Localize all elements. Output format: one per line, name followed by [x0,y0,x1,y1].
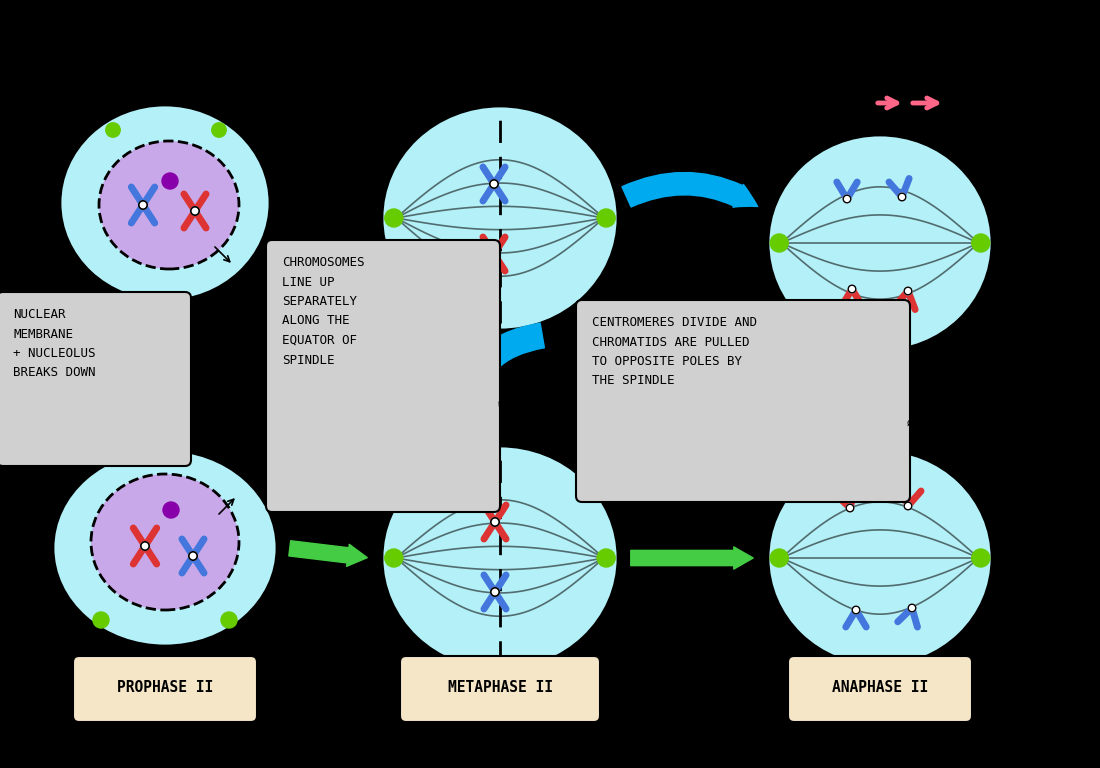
Circle shape [770,234,789,252]
FancyArrowPatch shape [289,541,367,566]
Text: CENTROMERES DIVIDE AND
CHROMATIDS ARE PULLED
TO OPPOSITE POLES BY
THE SPINDLE: CENTROMERES DIVIDE AND CHROMATIDS ARE PU… [592,316,757,388]
Text: NUCLEAR
MEMBRANE
+ NUCLEOLUS
BREAKS DOWN: NUCLEAR MEMBRANE + NUCLEOLUS BREAKS DOWN [13,308,96,379]
Ellipse shape [768,135,992,351]
Ellipse shape [382,446,618,670]
Circle shape [490,180,498,188]
Circle shape [904,287,912,295]
Ellipse shape [99,141,239,269]
Circle shape [490,250,498,258]
Text: PROPHASE II: PROPHASE II [117,680,213,696]
Circle shape [139,200,147,209]
Circle shape [597,209,615,227]
Circle shape [904,502,912,510]
Circle shape [846,505,854,511]
Circle shape [385,549,403,567]
FancyArrowPatch shape [621,173,758,207]
Circle shape [163,502,179,518]
Circle shape [221,612,236,628]
Circle shape [94,612,109,628]
Circle shape [189,551,197,560]
Circle shape [971,549,990,567]
Circle shape [385,209,403,227]
Circle shape [597,549,615,567]
Circle shape [844,195,850,203]
Circle shape [909,604,916,612]
Text: ø: ø [190,375,196,385]
Circle shape [162,173,178,189]
Circle shape [491,588,499,596]
Ellipse shape [60,105,270,301]
FancyArrowPatch shape [455,323,544,439]
Ellipse shape [382,106,618,330]
Text: ANAPHASE II: ANAPHASE II [832,680,928,696]
FancyBboxPatch shape [788,656,972,722]
Text: ø: ø [908,418,913,428]
Text: METAPHASE II: METAPHASE II [448,680,552,696]
Circle shape [971,234,990,252]
Text: CHROMOSOMES
LINE UP
SEPARATELY
ALONG THE
EQUATOR OF
SPINDLE: CHROMOSOMES LINE UP SEPARATELY ALONG THE… [282,256,364,366]
FancyArrowPatch shape [630,547,754,569]
Circle shape [899,194,905,200]
FancyBboxPatch shape [266,240,500,512]
Ellipse shape [53,450,277,646]
Circle shape [848,285,856,293]
FancyBboxPatch shape [73,656,257,722]
Circle shape [212,123,227,137]
Circle shape [141,541,150,550]
Ellipse shape [91,474,239,610]
FancyBboxPatch shape [400,656,600,722]
Text: ø: ø [498,398,504,408]
FancyBboxPatch shape [576,300,910,502]
Circle shape [491,518,499,526]
Circle shape [770,549,789,567]
Circle shape [190,207,199,215]
Circle shape [106,123,120,137]
Ellipse shape [768,450,992,666]
Circle shape [852,606,860,614]
FancyBboxPatch shape [0,292,191,466]
